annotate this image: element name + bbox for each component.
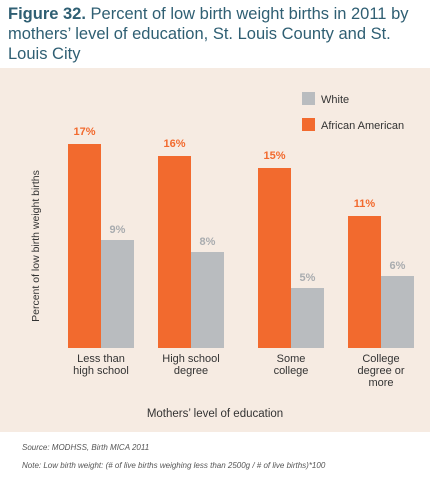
data-label-white-1: 9% <box>110 224 126 236</box>
source-note: Source: MODHSS, Birth MICA 2011 <box>22 443 150 452</box>
legend-swatch-white <box>302 92 315 105</box>
bar-african-american-4 <box>348 216 381 348</box>
bar-white-4 <box>381 276 414 348</box>
data-label-white-2: 8% <box>200 236 216 248</box>
bar-african-american-2 <box>158 156 191 348</box>
legend-label-white: White <box>321 94 349 106</box>
y-axis-title: Percent of low birth weight births <box>30 170 42 322</box>
data-label-white-3: 5% <box>300 272 316 284</box>
x-axis-title: Mothers’ level of education <box>147 408 283 420</box>
bar-white-1 <box>101 240 134 348</box>
legend-swatch-african-american <box>302 118 315 131</box>
bar-white-3 <box>291 288 324 348</box>
data-label-african-american-2: 16% <box>163 138 185 150</box>
bar-african-american-3 <box>258 168 291 348</box>
legend-label-african-american: African American <box>321 120 404 132</box>
chart-panel: 17% 9% Less than high school 16% 8% High schoo… <box>0 68 430 432</box>
bar-white-2 <box>191 252 224 348</box>
x-tick-label-2: High school degree <box>162 353 219 377</box>
bar-african-american-1 <box>68 144 101 348</box>
x-tick-label-1: Less than high school <box>73 353 129 377</box>
figure-title: Percent of low birth weight births in 20… <box>8 5 409 63</box>
footnote: Note: Low birth weight: (# of live birth… <box>22 461 326 470</box>
data-label-african-american-4: 11% <box>354 198 376 210</box>
data-label-african-american-3: 15% <box>263 150 285 162</box>
chart-title: Figure 32. Percent of low birth weight b… <box>8 4 422 64</box>
bar-chart: 17% 9% Less than high school 16% 8% High schoo… <box>30 92 414 420</box>
x-tick-label-4: College degree or more <box>357 353 404 389</box>
x-tick-label-3: Some college <box>274 353 309 377</box>
data-label-african-american-1: 17% <box>73 126 95 138</box>
figure-number: Figure 32. <box>8 5 86 23</box>
data-label-white-4: 6% <box>390 260 406 272</box>
